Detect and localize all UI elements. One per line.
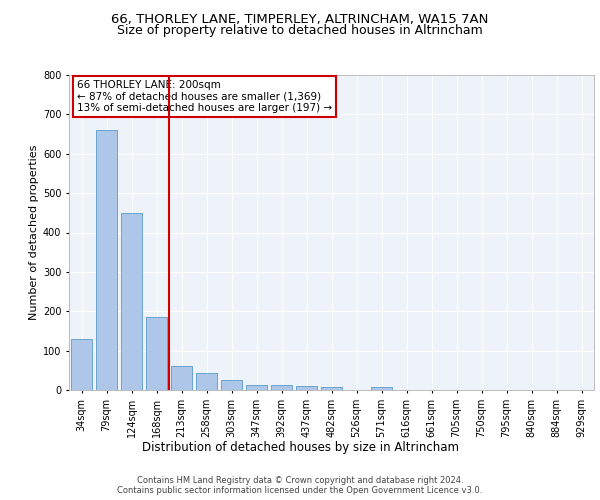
- Text: 66, THORLEY LANE, TIMPERLEY, ALTRINCHAM, WA15 7AN: 66, THORLEY LANE, TIMPERLEY, ALTRINCHAM,…: [112, 12, 488, 26]
- Bar: [171, 366, 192, 390]
- Y-axis label: Number of detached properties: Number of detached properties: [29, 145, 38, 320]
- Bar: [71, 339, 92, 390]
- Text: Size of property relative to detached houses in Altrincham: Size of property relative to detached ho…: [117, 24, 483, 37]
- Text: Distribution of detached houses by size in Altrincham: Distribution of detached houses by size …: [142, 441, 458, 454]
- Text: Contains HM Land Registry data © Crown copyright and database right 2024.
Contai: Contains HM Land Registry data © Crown c…: [118, 476, 482, 495]
- Bar: [121, 213, 142, 390]
- Bar: [321, 387, 342, 390]
- Bar: [146, 317, 167, 390]
- Bar: [246, 386, 267, 390]
- Text: 66 THORLEY LANE: 200sqm
← 87% of detached houses are smaller (1,369)
13% of semi: 66 THORLEY LANE: 200sqm ← 87% of detache…: [77, 80, 332, 113]
- Bar: [371, 387, 392, 390]
- Bar: [196, 373, 217, 390]
- Bar: [96, 130, 117, 390]
- Bar: [296, 386, 317, 390]
- Bar: [221, 380, 242, 390]
- Bar: [271, 385, 292, 390]
